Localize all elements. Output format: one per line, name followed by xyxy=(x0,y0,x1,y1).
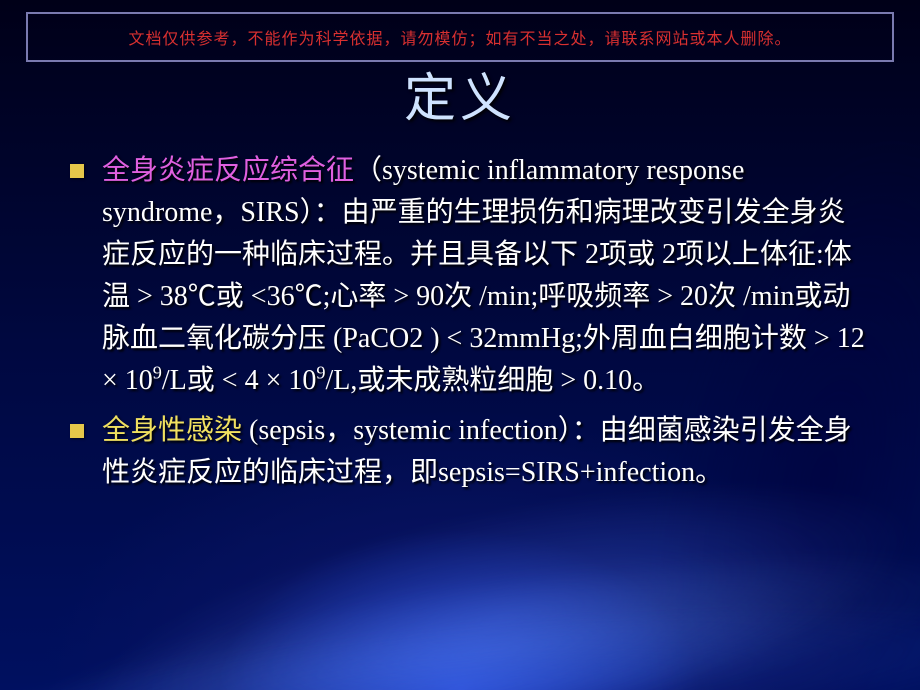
bullet-text: （systemic inflammatory response syndrome… xyxy=(102,155,865,396)
decorative-wave xyxy=(0,499,920,690)
bullet-body: 全身炎症反应综合征（systemic inflammatory response… xyxy=(102,150,870,402)
bullet-body: 全身性感染 (sepsis，systemic infection）：由细菌感染引… xyxy=(102,410,870,494)
content-area: 全身炎症反应综合征（systemic inflammatory response… xyxy=(70,150,870,502)
disclaimer-banner: 文档仅供参考，不能作为科学依据，请勿模仿；如有不当之处，请联系网站或本人删除。 xyxy=(26,12,894,62)
list-item: 全身性感染 (sepsis，systemic infection）：由细菌感染引… xyxy=(70,410,870,494)
term-highlight: 全身炎症反应综合征 xyxy=(102,155,354,186)
list-item: 全身炎症反应综合征（systemic inflammatory response… xyxy=(70,150,870,402)
slide: 文档仅供参考，不能作为科学依据，请勿模仿；如有不当之处，请联系网站或本人删除。 … xyxy=(0,0,920,690)
bullet-marker-icon xyxy=(70,424,84,438)
term-highlight: 全身性感染 xyxy=(102,415,242,446)
bullet-marker-icon xyxy=(70,164,84,178)
disclaimer-text: 文档仅供参考，不能作为科学依据，请勿模仿；如有不当之处，请联系网站或本人删除。 xyxy=(128,25,791,49)
page-title: 定义 xyxy=(0,56,920,131)
